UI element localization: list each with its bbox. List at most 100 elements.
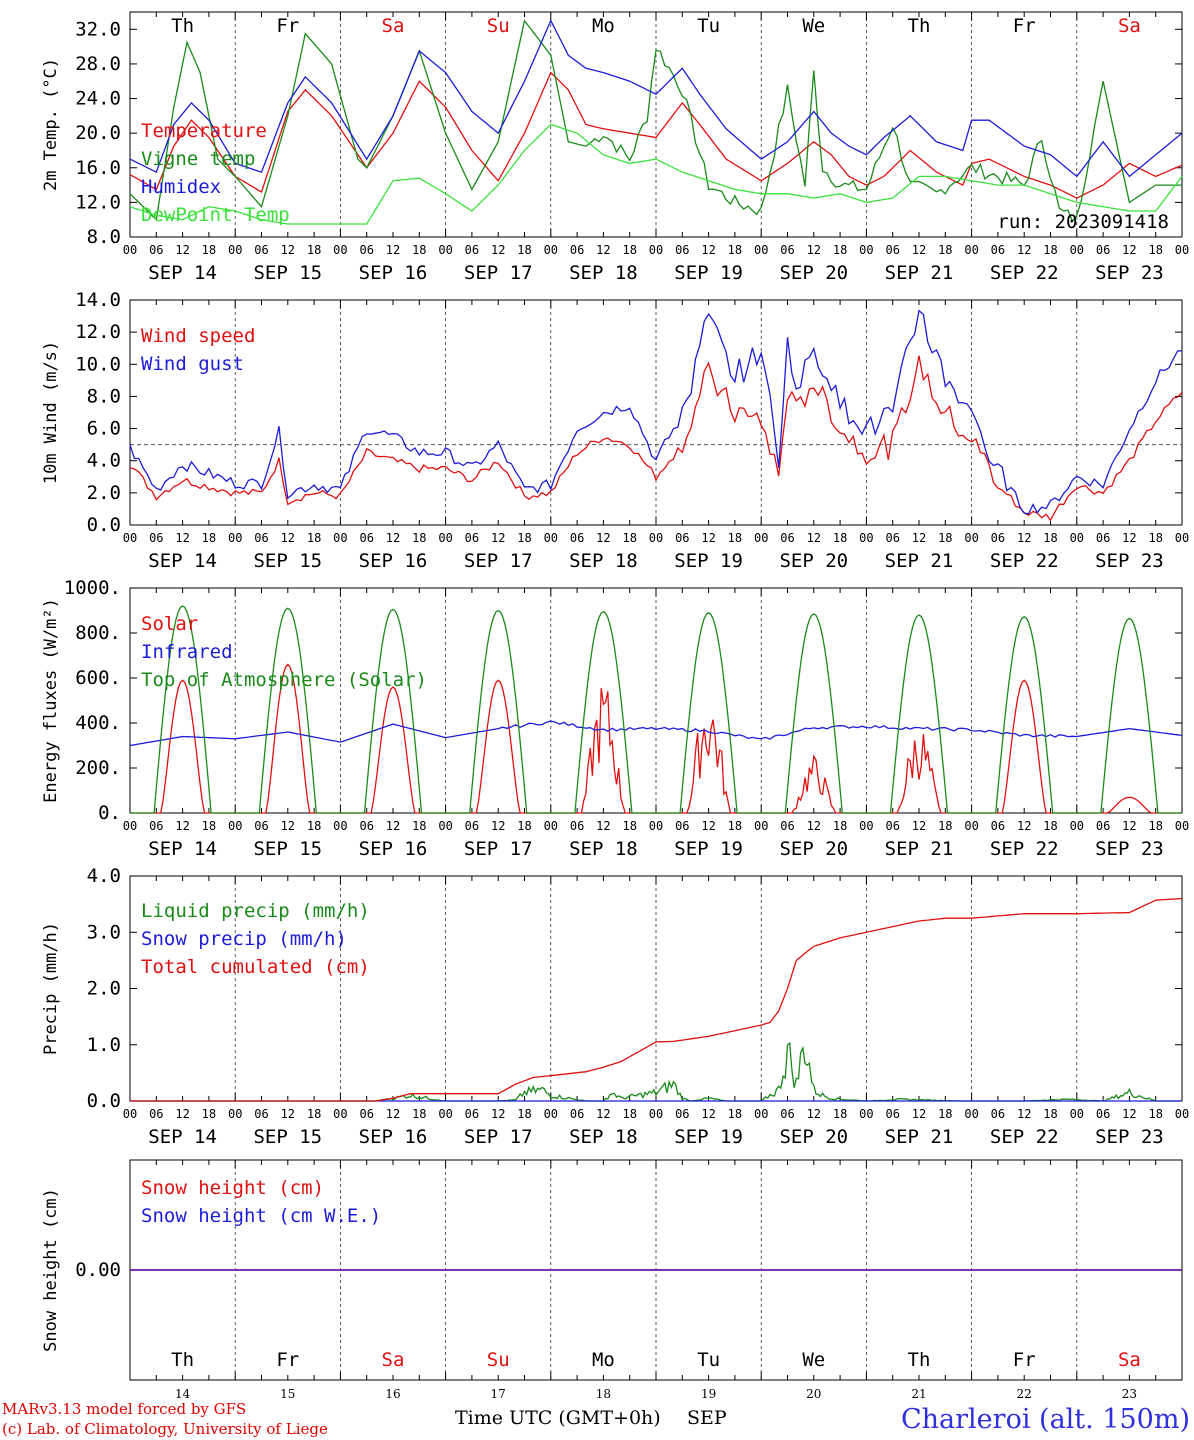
hour-tick-label: 06 [780, 243, 794, 257]
hour-tick-label: 06 [885, 243, 899, 257]
hour-tick-label: 00 [333, 243, 347, 257]
legend-entry: Humidex [141, 176, 221, 198]
hour-tick-label: 06 [780, 819, 794, 833]
run-label: run: 2023091418 [997, 211, 1169, 233]
hour-tick-label: 00 [544, 1107, 558, 1121]
hour-tick-label: 00 [123, 531, 137, 545]
hour-tick-label: 12 [701, 819, 715, 833]
day-of-week-label: Th [171, 1349, 194, 1371]
hour-tick-label: 18 [307, 1107, 321, 1121]
hour-tick-label: 18 [938, 819, 952, 833]
hour-tick-label: 12 [1122, 819, 1136, 833]
hour-tick-label: 18 [412, 243, 426, 257]
date-label: SEP 21 [885, 550, 954, 572]
date-label: SEP 17 [464, 550, 533, 572]
hour-tick-label: 18 [622, 1107, 636, 1121]
day-of-week-label: Tu [697, 15, 720, 37]
hour-tick-label: 12 [491, 531, 505, 545]
day-of-week-label: Su [487, 15, 510, 37]
hour-tick-label: 18 [517, 243, 531, 257]
hour-tick-label: 12 [491, 243, 505, 257]
hour-tick-label: 18 [412, 531, 426, 545]
y-tick-label: 1.0 [87, 1034, 121, 1056]
hour-tick-label: 06 [780, 531, 794, 545]
hour-tick-label: 12 [1017, 531, 1031, 545]
legend-entry: DewPoint Temp [141, 204, 290, 226]
hour-tick-label: 12 [807, 243, 821, 257]
day-of-week-label: Sa [382, 1349, 405, 1371]
hour-tick-label: 00 [1070, 531, 1084, 545]
y-tick-label: 10.0 [75, 353, 121, 375]
y-tick-label: 0.0 [87, 514, 121, 536]
hour-tick-label: 06 [675, 819, 689, 833]
day-of-week-label: We [802, 15, 825, 37]
hour-tick-label: 18 [1148, 243, 1162, 257]
hour-tick-label: 06 [991, 819, 1005, 833]
hour-tick-label: 00 [333, 819, 347, 833]
day-number-label: 23 [1122, 1387, 1137, 1401]
hour-tick-label: 18 [517, 531, 531, 545]
hour-tick-label: 06 [149, 243, 163, 257]
hour-tick-label: 18 [1043, 531, 1057, 545]
plot-frame [129, 587, 1183, 814]
hour-tick-label: 06 [570, 819, 584, 833]
hour-tick-label: 12 [175, 243, 189, 257]
day-number-label: 18 [596, 1387, 611, 1401]
date-label: SEP 21 [885, 262, 954, 284]
hour-tick-label: 06 [1096, 243, 1110, 257]
day-of-week-label: Th [171, 15, 194, 37]
hour-tick-label: 18 [307, 243, 321, 257]
y-tick-label: 0. [98, 802, 121, 824]
hour-tick-label: 12 [281, 531, 295, 545]
hour-tick-label: 06 [465, 819, 479, 833]
date-label: SEP 19 [674, 550, 743, 572]
hour-tick-label: 06 [675, 243, 689, 257]
date-label: SEP 16 [359, 262, 428, 284]
hour-tick-label: 12 [491, 1107, 505, 1121]
hour-tick-label: 18 [728, 819, 742, 833]
legend-entry: Total cumulated (cm) [141, 956, 370, 978]
hour-tick-label: 00 [1175, 243, 1189, 257]
series-group [129, 309, 1183, 522]
date-label: SEP 18 [569, 262, 638, 284]
hour-tick-label: 00 [438, 1107, 452, 1121]
date-label: SEP 21 [885, 1126, 954, 1148]
legend-entry: Snow height (cm) [141, 1177, 324, 1199]
day-number-label: 16 [385, 1387, 400, 1401]
hour-tick-label: 18 [833, 1107, 847, 1121]
hour-tick-label: 06 [1096, 531, 1110, 545]
panel-5: 0.00 Snow height (cm) Snow height (cm) Snow… [41, 1159, 1183, 1381]
hour-tick-label: 18 [1043, 1107, 1057, 1121]
hour-tick-label: 12 [175, 1107, 189, 1121]
legend-entry: Top of Atmosphere (Solar) [141, 669, 427, 691]
panel-3: 0. 200. 400. 600. 800. 1000.Energy fluxes (W/… [41, 577, 1189, 860]
hour-tick-label: 18 [202, 819, 216, 833]
y-axis-title: Precip (mm/h) [41, 922, 61, 1055]
y-axis-title: Snow height (cm) [41, 1188, 61, 1352]
hour-tick-label: 12 [701, 1107, 715, 1121]
date-label: SEP 23 [1095, 262, 1164, 284]
hour-tick-label: 00 [228, 1107, 242, 1121]
hour-tick-label: 18 [728, 531, 742, 545]
hour-tick-label: 18 [202, 531, 216, 545]
y-tick-label: 28.0 [75, 53, 121, 75]
credit-line-2: (c) Lab. of Climatology, University of L… [2, 1420, 328, 1438]
series-line-dewpoint-temp [129, 123, 1183, 225]
hour-tick-label: 00 [1175, 1107, 1189, 1121]
hour-tick-label: 00 [544, 243, 558, 257]
hour-tick-label: 06 [991, 243, 1005, 257]
hour-tick-label: 00 [649, 819, 663, 833]
hour-tick-label: 12 [912, 243, 926, 257]
date-label: SEP 16 [359, 1126, 428, 1148]
day-number-label: 21 [911, 1387, 926, 1401]
date-label: SEP 22 [990, 1126, 1059, 1148]
hour-tick-label: 12 [701, 531, 715, 545]
hour-tick-label: 00 [964, 819, 978, 833]
hour-tick-label: 00 [859, 819, 873, 833]
y-tick-label: 12.0 [75, 191, 121, 213]
series-line-vigne-temp [129, 19, 1182, 223]
hour-tick-label: 12 [596, 1107, 610, 1121]
hour-tick-label: 18 [412, 819, 426, 833]
y-axis-title: Energy fluxes (W/m²) [41, 598, 61, 803]
hour-tick-label: 00 [438, 243, 452, 257]
